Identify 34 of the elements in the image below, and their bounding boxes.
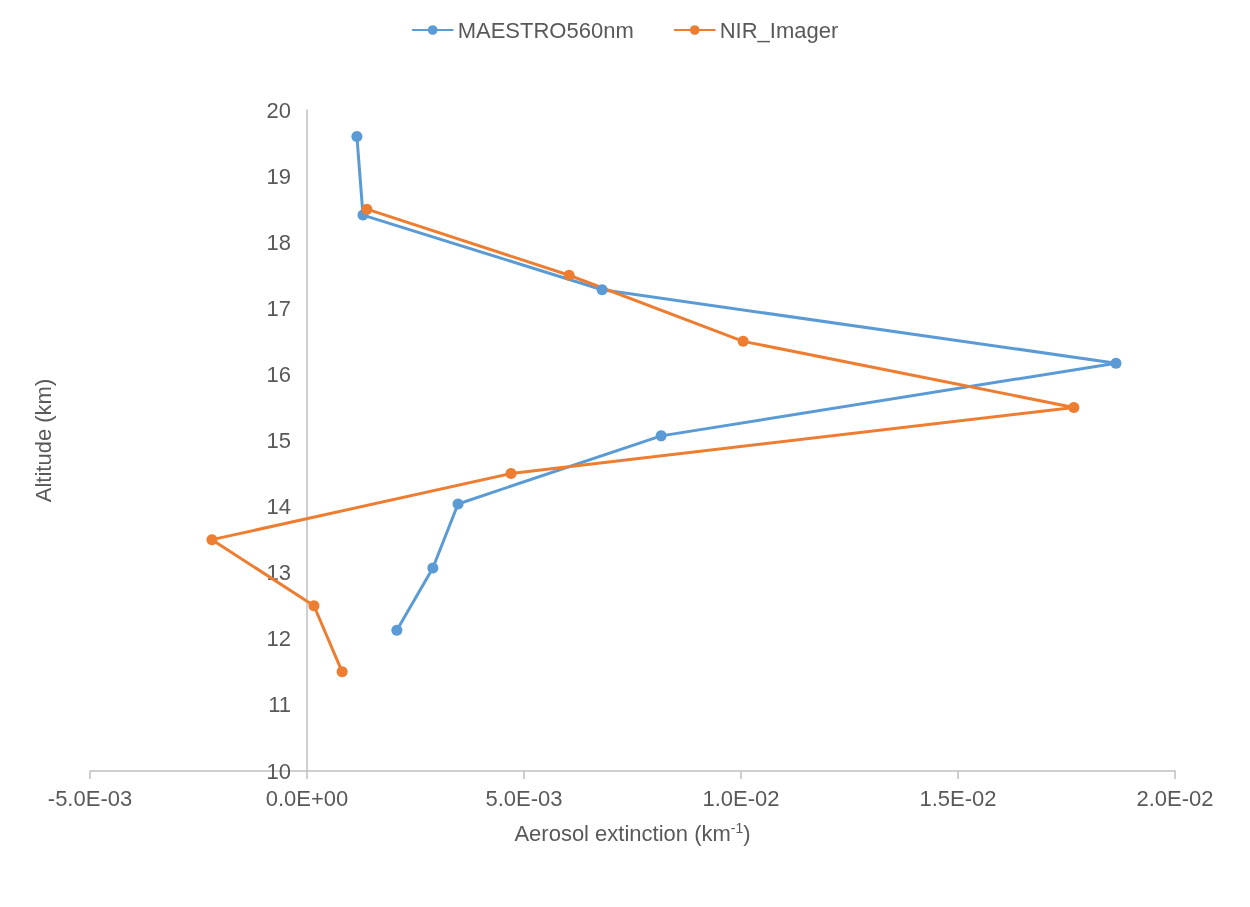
- y-tick-label: 14: [266, 494, 291, 520]
- y-tick-label: 19: [266, 163, 291, 189]
- y-tick-label: 12: [266, 626, 291, 652]
- point: [563, 269, 575, 281]
- x-tick-label: 5.0E-03: [485, 785, 563, 811]
- x-tick-label: 1.5E-02: [919, 785, 997, 811]
- y-axis-title: Altitude (km): [30, 378, 56, 503]
- point: [1068, 401, 1080, 413]
- point: [391, 624, 403, 636]
- point: [1110, 357, 1122, 369]
- x-tick-label: -5.0E-03: [47, 785, 133, 811]
- point: [308, 600, 320, 612]
- y-tick-label: 11: [268, 692, 291, 718]
- x-tick-label: 2.0E-02: [1136, 785, 1214, 811]
- point: [737, 335, 749, 347]
- x-tick-label: 0.0E+00: [265, 785, 349, 811]
- legend-label: NIR_Imager: [719, 17, 839, 43]
- point: [361, 203, 373, 215]
- y-tick-label: 15: [266, 428, 291, 453]
- y-tick-label: 10: [266, 758, 291, 784]
- point: [351, 130, 363, 142]
- y-tick-label: 18: [266, 229, 291, 255]
- point: [596, 284, 608, 296]
- point: [452, 498, 464, 510]
- y-tick-label: 17: [266, 295, 291, 321]
- legend-label: MAESTRO560nm: [457, 17, 634, 43]
- x-tick-label: 1.0E-02: [702, 785, 780, 811]
- point: [427, 562, 439, 574]
- point: [505, 468, 517, 480]
- point: [206, 534, 218, 546]
- y-tick-label: 20: [266, 97, 291, 123]
- point: [336, 666, 348, 678]
- point: [655, 430, 667, 442]
- y-tick-label: 16: [266, 361, 291, 387]
